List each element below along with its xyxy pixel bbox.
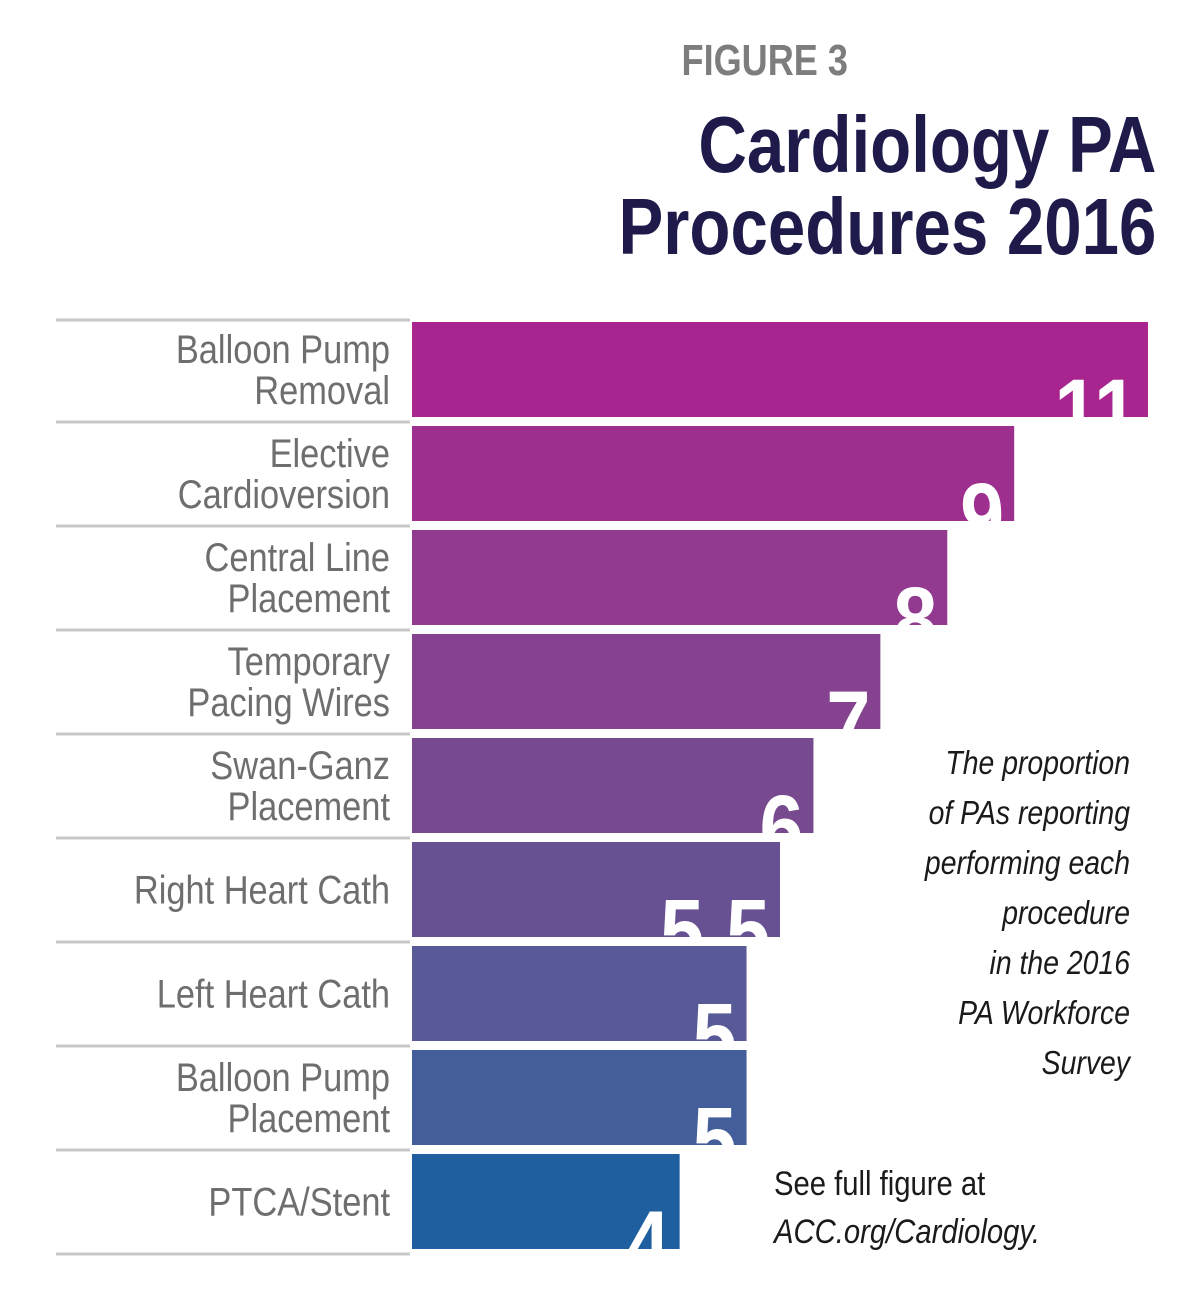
category-label-line: Placement bbox=[228, 784, 391, 829]
note-line: procedure bbox=[1002, 894, 1130, 931]
survey-note: The proportion of PAs reporting performi… bbox=[872, 738, 1130, 1088]
value-label: 4 bbox=[626, 1192, 670, 1295]
value-label: 9 bbox=[960, 464, 1004, 567]
category-label: Balloon Pump Removal bbox=[176, 327, 390, 413]
note-line: PA Workforce bbox=[958, 994, 1130, 1031]
note-line: The proportion bbox=[945, 744, 1130, 781]
bar bbox=[412, 530, 948, 625]
see-full-link[interactable]: ACC.org/Cardiology. bbox=[774, 1213, 1040, 1251]
bar bbox=[412, 1154, 680, 1249]
category-label-line: Swan-Ganz bbox=[210, 743, 390, 788]
bar bbox=[412, 426, 1015, 521]
category-label-line: Placement bbox=[228, 1096, 391, 1141]
bar bbox=[412, 1050, 747, 1145]
bar bbox=[412, 322, 1148, 417]
value-label: 11 bbox=[1054, 360, 1138, 463]
category-label-line: Placement bbox=[228, 576, 391, 621]
value-label: 6 bbox=[759, 776, 803, 879]
category-label-line: Pacing Wires bbox=[187, 680, 390, 725]
category-label-line: Right Heart Cath bbox=[134, 867, 390, 912]
category-label: Central Line Placement bbox=[205, 535, 391, 621]
value-label: 5 bbox=[693, 1088, 737, 1191]
bar bbox=[412, 842, 780, 937]
category-label-line: Central Line bbox=[205, 535, 390, 580]
category-label-line: Balloon Pump bbox=[176, 327, 390, 372]
chart-title-line-2: Procedures 2016 bbox=[618, 182, 1156, 271]
value-label: 8 bbox=[893, 568, 937, 671]
category-label-line: Elective bbox=[270, 431, 390, 476]
category-label: Left Heart Cath bbox=[157, 971, 390, 1016]
see-full-figure: See full figure at ACC.org/Cardiology. bbox=[774, 1160, 1040, 1256]
category-label-line: Left Heart Cath bbox=[157, 971, 390, 1016]
category-label-line: Cardioversion bbox=[178, 472, 390, 517]
category-label: PTCA/Stent bbox=[208, 1179, 390, 1224]
category-label: Elective Cardioversion bbox=[178, 431, 390, 517]
chart-title-line-1: Cardiology PA bbox=[698, 100, 1156, 189]
note-line: of PAs reporting bbox=[928, 794, 1130, 831]
category-label: Right Heart Cath bbox=[134, 867, 390, 912]
category-label-line: PTCA/Stent bbox=[208, 1179, 390, 1224]
figure-label: FIGURE 3 bbox=[681, 36, 848, 85]
bar bbox=[412, 946, 747, 1041]
category-label: Balloon Pump Placement bbox=[176, 1055, 391, 1141]
note-line: performing each bbox=[924, 844, 1130, 881]
bar bbox=[412, 738, 814, 833]
category-label-line: Removal bbox=[254, 368, 390, 413]
note-line: in the 2016 bbox=[989, 944, 1130, 981]
category-label-line: Balloon Pump bbox=[176, 1055, 390, 1100]
category-label: Swan-Ganz Placement bbox=[210, 743, 390, 829]
see-full-text: See full figure at bbox=[774, 1165, 986, 1203]
value-label: 7 bbox=[826, 672, 870, 775]
value-label: 5.5 bbox=[660, 880, 770, 983]
bar bbox=[412, 634, 881, 729]
value-label: 5 bbox=[693, 984, 737, 1087]
category-label-line: Temporary bbox=[228, 639, 391, 684]
chart-title: Cardiology PA Procedures 2016 bbox=[618, 104, 1156, 268]
note-line: Survey bbox=[1041, 1044, 1130, 1081]
category-label: Temporary Pacing Wires bbox=[187, 639, 390, 725]
